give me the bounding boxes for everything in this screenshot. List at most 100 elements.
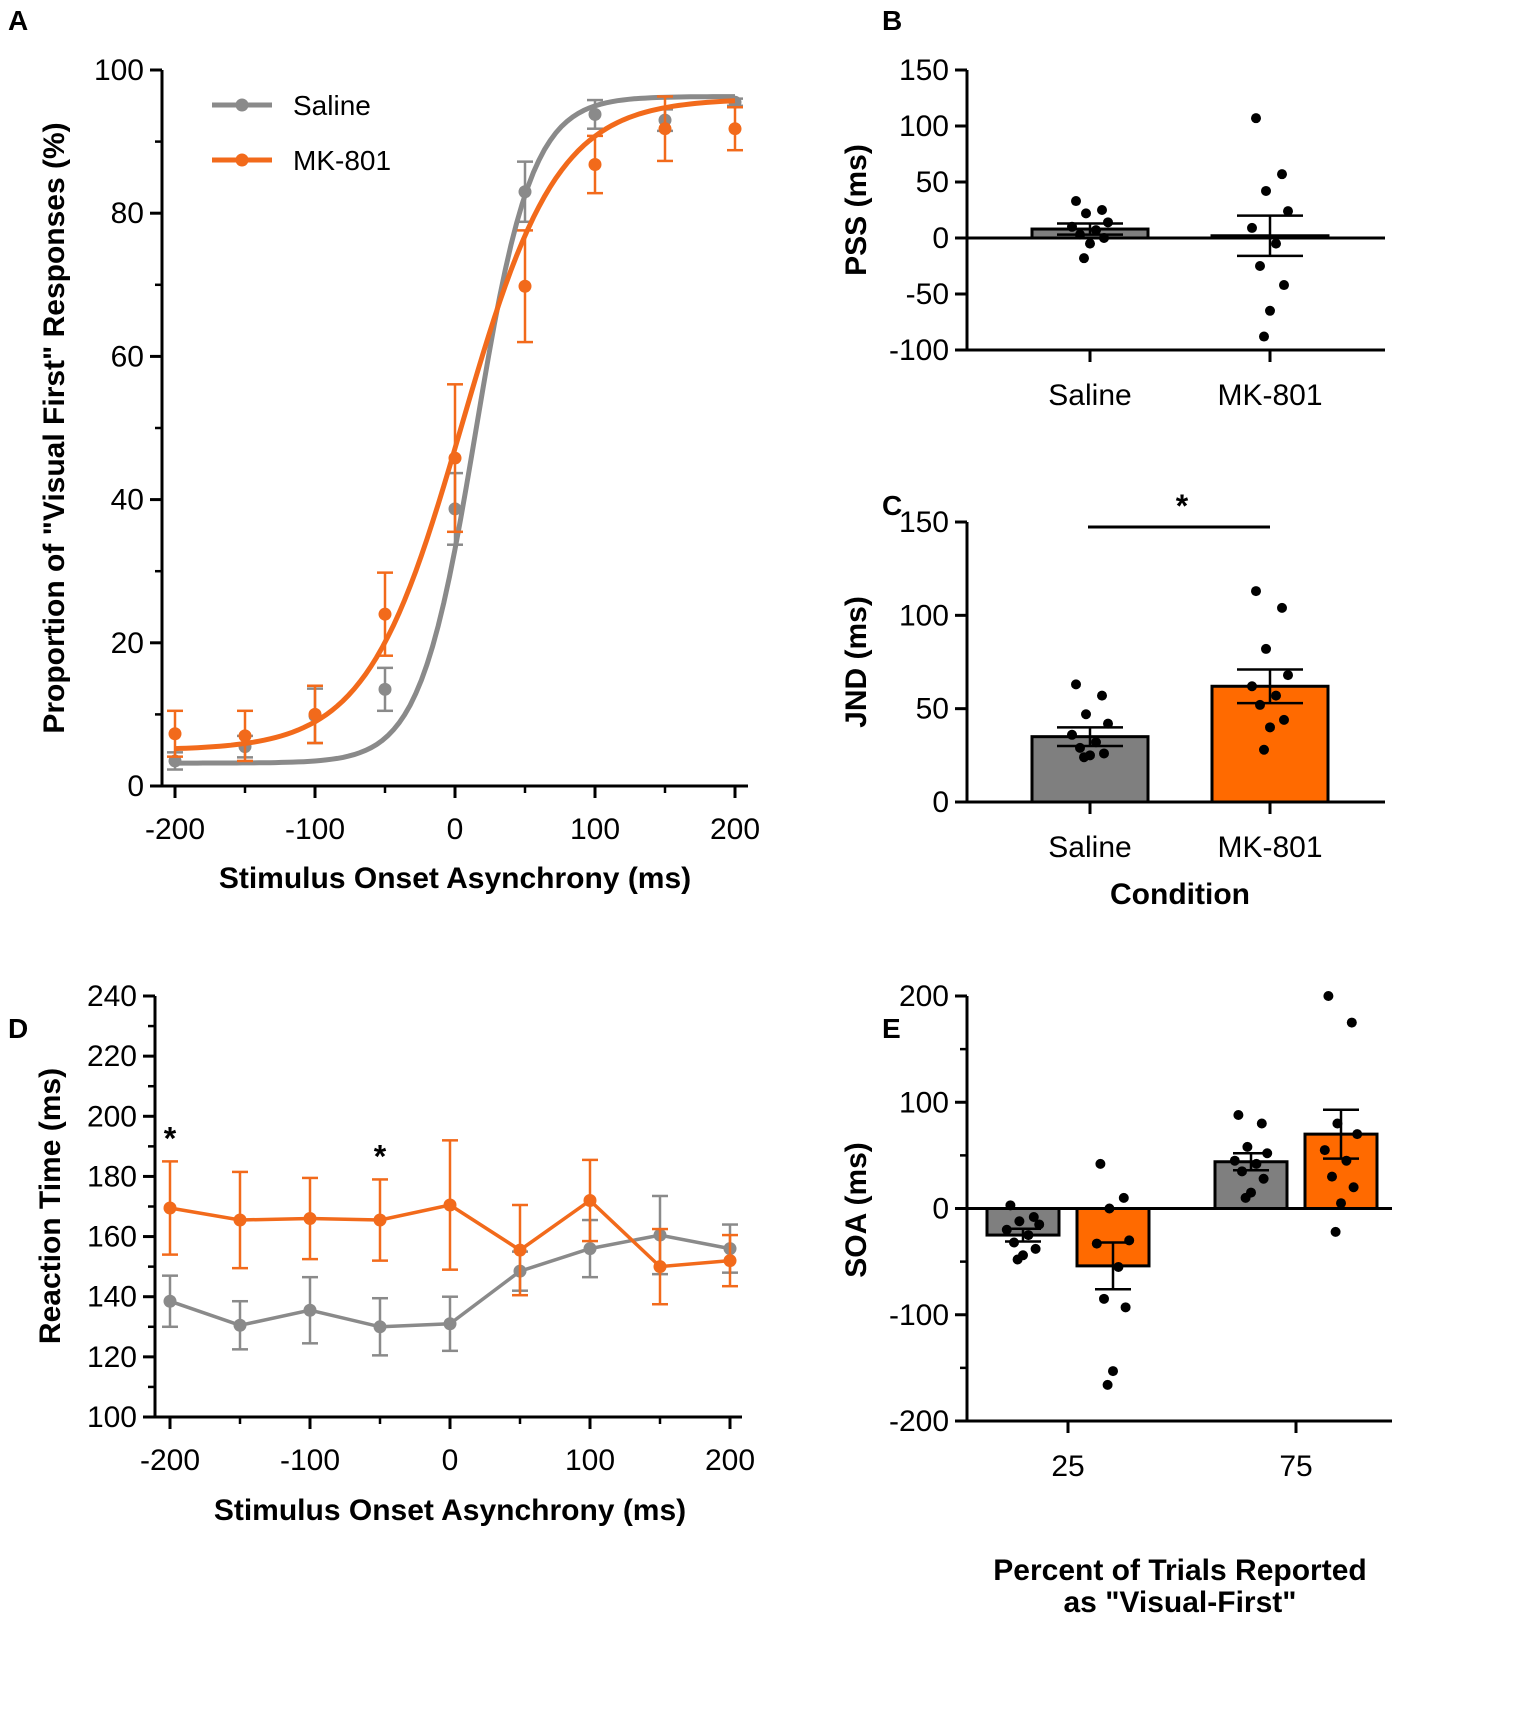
panel-b-data-point [1079,253,1089,264]
panel-c-y-tick-label: 0 [932,786,949,819]
panel-e-data-point [1242,1141,1253,1152]
panel-e-data-point [1229,1155,1240,1166]
panel-d-mk-801-point [513,1243,527,1257]
panel-b-y-axis-label: PSS (ms) [840,144,873,276]
panel-a-legend-mk-801-label: MK-801 [293,145,391,176]
panel-e-data-point [1323,991,1334,1001]
panel-a-saline-point [588,107,602,121]
panel-d-significance-star: * [374,1138,387,1174]
panel-b-y-tick-label: 150 [899,54,949,87]
panel-e-data-point [1104,1203,1115,1214]
panel-d-mk-801-point [583,1193,597,1207]
panel-b-data-point [1085,238,1095,249]
panel-d-x-tick-label: 200 [705,1444,755,1477]
panel-a-x-tick-label: 100 [570,813,620,846]
panel-c-data-point [1251,586,1261,597]
panel-e-data-point [1012,1254,1023,1265]
panel-e-data-point [1233,1110,1244,1120]
panel-e-data-point [1113,1261,1124,1272]
panel-e-data-point [1341,1155,1352,1166]
panel-d-mk-801-point [373,1213,387,1227]
panel-b-data-point [1279,280,1289,291]
panel-c-data-point [1099,748,1109,759]
panel-c-x-tick-label: MK-801 [1217,831,1322,864]
panel-c-data-point [1067,729,1077,740]
panel-d-saline-point [163,1294,177,1308]
panel-a-y-tick-label: 0 [127,770,144,803]
panel-e-data-point [1327,1171,1337,1182]
panel-e-data-point [1102,1379,1113,1390]
panel-e-y-tick-label: -100 [889,1299,949,1332]
panel-b-data-point [1081,208,1091,219]
panel-a-legend-saline-marker [235,98,249,112]
panel-c-significance-star: * [1176,488,1189,524]
panel-e-data-point [1034,1219,1045,1230]
panel-b-data-point [1091,225,1101,236]
panel-e-x-axis-label-line-2: as "Visual-First" [1064,1586,1297,1619]
panel-d-x-tick-label: -200 [140,1444,200,1477]
panel-d-y-tick-label: 180 [87,1160,137,1193]
panel-letter-c: C [882,490,902,521]
panel-a-mk-801-point [378,607,392,621]
panel-a-mk-801-point [168,727,182,741]
panel-a-y-tick-label: 40 [111,484,144,517]
panel-d-y-tick-label: 120 [87,1341,137,1374]
panel-a-psychometric-chart: 0 20 40 60 80 100 -200 -100 0 100 200 Stimulus Onse… [38,54,760,895]
panel-e-data-point [1256,1118,1267,1129]
panel-e-data-point [1023,1230,1034,1241]
panel-a-x-tick-label: 200 [710,813,760,846]
panel-e-data-point [1348,1182,1359,1193]
panel-b-y-tick-label: 50 [916,166,949,199]
panel-c-x-tick-label: Saline [1048,831,1131,864]
panel-e-data-point [1240,1192,1251,1203]
panel-e-data-point [1005,1200,1016,1211]
panel-e-data-point [1014,1216,1025,1227]
panel-d-saline-point [583,1242,597,1256]
panel-c-bar-saline [1030,735,1150,804]
panel-b-data-point [1259,331,1269,342]
panel-d-y-tick-label: 240 [87,980,137,1013]
panel-b-data-point [1247,222,1257,233]
panel-b-y-tick-label: 100 [899,110,949,143]
panel-d-y-tick-label: 160 [87,1221,137,1254]
panel-a-legend-saline-label: Saline [293,90,371,121]
panel-c-data-point [1271,690,1281,701]
panel-c-data-point [1265,722,1275,733]
panel-c-y-tick-label: 100 [899,599,949,632]
panel-letter-a: A [8,5,28,36]
panel-a-y-axis-label: Proportion of "Visual First" Responses (… [38,122,71,733]
panel-a-legend-mk-801-marker [235,153,249,167]
panel-d-y-axis-label: Reaction Time (ms) [34,1068,67,1344]
panel-b-y-tick-label: -100 [889,334,949,367]
panel-b-data-point [1097,205,1107,215]
panel-d-mk-801-point [233,1213,247,1227]
panel-a-y-tick-label: 100 [94,54,144,87]
panel-e-x-tick-label: 75 [1279,1450,1312,1483]
panel-e-data-point [1336,1198,1346,1209]
panel-c-data-point [1081,709,1091,720]
panel-b-x-tick-label: MK-801 [1217,379,1322,412]
panel-e-data-point [1258,1173,1269,1184]
panel-e-soa-bar-chart: -200 -100 0 100 200 25 75 SOA (ms) Percent of Tr… [840,980,1392,1619]
panel-b-data-point [1251,113,1261,124]
panel-d-reaction-time-chart: 100 120 140 160 180 200 220 240 -200 -100 0 100 200 S… [34,980,755,1527]
panel-a-mk-801-point [448,451,462,465]
panel-e-y-tick-label: 0 [932,1193,949,1226]
panel-e-data-point [1028,1212,1039,1222]
panel-letter-d: D [8,1013,28,1044]
panel-c-data-point [1097,690,1107,701]
panel-e-data-point [1251,1158,1262,1169]
panel-d-mk-801-point [163,1201,177,1215]
panel-d-saline-point [443,1317,457,1331]
panel-d-x-axis-label: Stimulus Onset Asynchrony (ms) [214,1494,686,1527]
panel-d-mk-801-point [653,1260,667,1274]
panel-d-x-tick-label: 100 [565,1444,615,1477]
panel-a-x-tick-label: -200 [145,813,205,846]
panel-d-y-tick-label: 100 [87,1401,137,1434]
panel-d-x-tick-label: 0 [442,1444,459,1477]
panel-b-y-tick-label: 0 [932,222,949,255]
panel-b-y-tick-label: -50 [906,278,949,311]
panel-a-x-tick-label: 0 [447,813,464,846]
panel-b-data-point [1277,169,1287,180]
panel-a-y-tick-label: 80 [111,197,144,230]
